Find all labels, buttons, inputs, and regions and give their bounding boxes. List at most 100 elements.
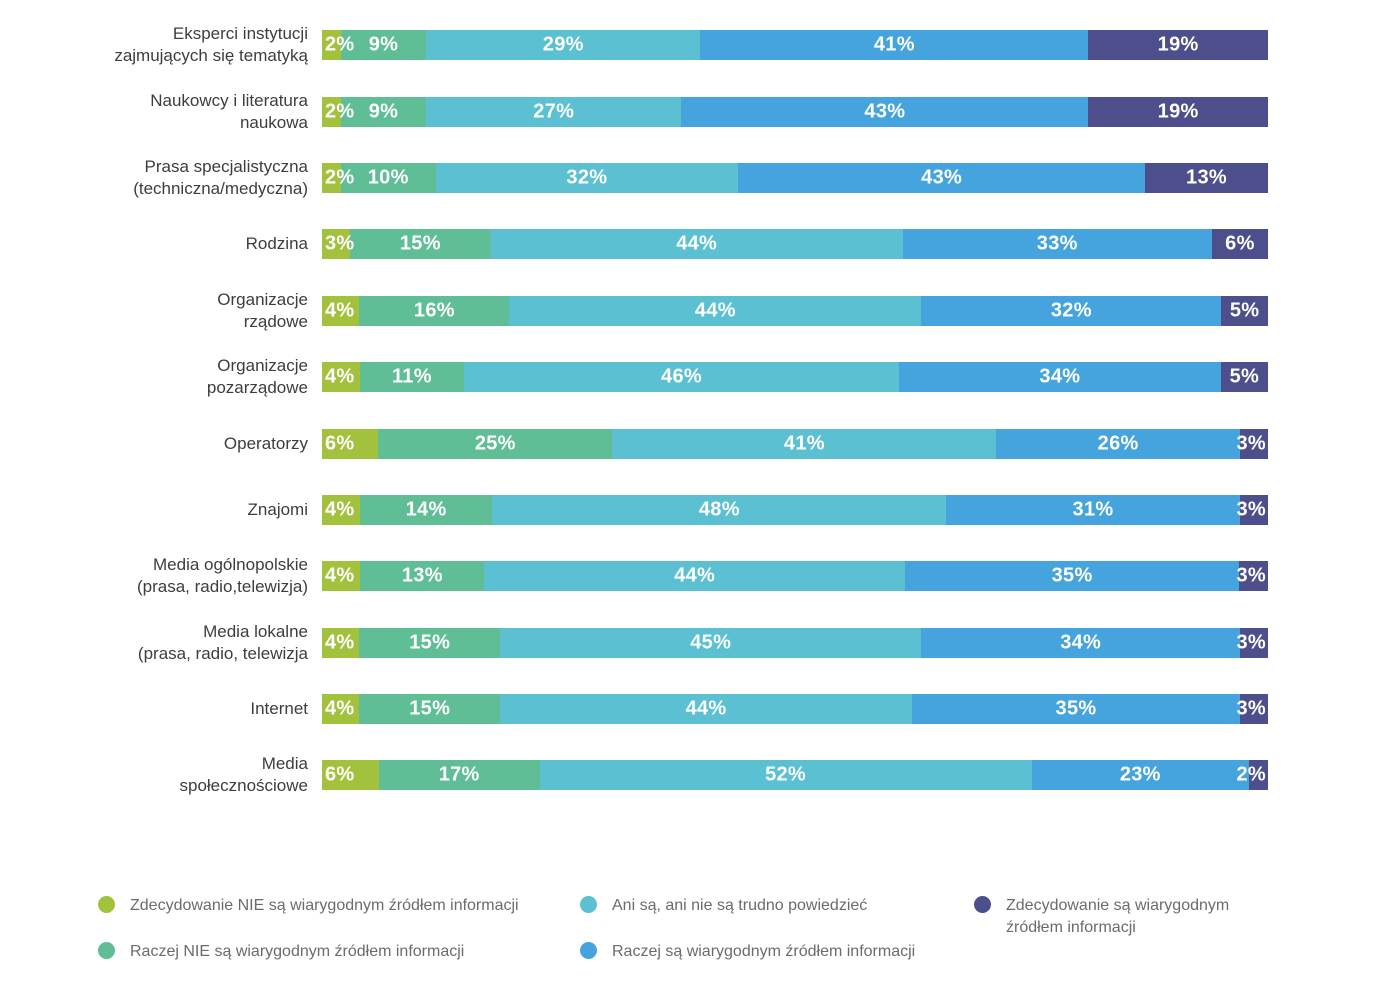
bar-segment: 4%	[322, 561, 361, 592]
legend-label: Raczej są wiarygodnym źródłem informacji	[612, 942, 916, 960]
bar-segment-value: 31%	[1072, 498, 1114, 521]
chart-row: Media lokalne (prasa, radio, telewizja 4% 1…	[0, 610, 1400, 676]
chart-legend: Zdecydowanie NIE są wiarygodnym źródłem …	[98, 895, 1400, 987]
bar-segment-value: 13%	[1186, 166, 1227, 189]
bar-segment-value: 4%	[325, 365, 355, 388]
chart-row: Znajomi 4% 14% 48% 31% 3%	[0, 477, 1400, 543]
bar-segment-value: 41%	[873, 33, 915, 56]
legend-item: Zdecydowanie są wiarygodnym źródłem infor…	[974, 895, 1229, 939]
stacked-bar: 4% 15% 44% 35% 3%	[322, 694, 1269, 725]
bar-segment-value: 3%	[1236, 432, 1266, 455]
bar-segment-value: 44%	[694, 299, 736, 322]
legend-item: Raczej NIE są wiarygodnym źródłem inform…	[98, 941, 580, 963]
bar-segment: 2%	[1236, 760, 1268, 791]
category-label: Operatorzy	[223, 433, 308, 453]
bar-segment-value: 23%	[1119, 763, 1161, 786]
category-label: Eksperci instytucji zajmujących się temat…	[114, 24, 308, 66]
bar-segment-value: 3%	[1236, 498, 1266, 521]
category-label: Media lokalne (prasa, radio, telewizja	[137, 621, 308, 663]
category-label: Prasa specjalistyczna (techniczna/medyczn…	[133, 156, 308, 198]
bar-segment-value: 4%	[325, 631, 355, 654]
chart-row: Internet 4% 15% 44% 35% 3%	[0, 676, 1400, 742]
bar-segment-value: 17%	[438, 763, 480, 786]
bar-segment: 43%	[738, 162, 1146, 193]
bar-segment: 4%	[322, 694, 360, 725]
bar-segment: 44%	[509, 295, 922, 326]
bar-segment: 52%	[539, 760, 1032, 791]
legend-item: Raczej są wiarygodnym źródłem informacji	[580, 941, 974, 963]
bar-segment: 15%	[350, 229, 491, 260]
bar-segment: 10%	[340, 162, 436, 193]
bar-segment: 17%	[378, 760, 540, 791]
stacked-bar: 4% 16% 44% 32% 5%	[322, 295, 1268, 326]
bar-segment-value: 6%	[325, 763, 355, 786]
bar-segment: 25%	[378, 428, 613, 459]
legend-label: Raczej NIE są wiarygodnym źródłem inform…	[130, 942, 465, 960]
bar-segment: 13%	[1145, 162, 1268, 193]
bar-segment: 31%	[946, 494, 1240, 525]
stacked-bar: 6% 17% 52% 23% 2%	[322, 760, 1268, 791]
bar-segment: 4%	[322, 494, 360, 525]
bar-segment-value: 26%	[1097, 432, 1139, 455]
chart-row: Naukowcy i literatura naukowa 2% 9% 27% 43% 19…	[0, 78, 1400, 144]
chart-row: Organizacje rządowe 4% 16% 44% 32% 5%	[0, 278, 1400, 344]
bar-segment: 44%	[484, 561, 905, 592]
bar-segment: 3%	[1236, 428, 1268, 459]
bar-segment: 34%	[921, 627, 1240, 658]
stacked-bar: 2% 9% 27% 43% 19%	[322, 96, 1268, 127]
chart-row: Eksperci instytucji zajmujących się temat…	[0, 12, 1400, 78]
legend-label: Zdecydowanie są wiarygodnym źródłem infor…	[1006, 896, 1230, 936]
bar-segment-value: 41%	[783, 432, 825, 455]
bar-segment-value: 6%	[1225, 232, 1255, 255]
category-label: Internet	[250, 699, 308, 719]
stacked-bar: 4% 11% 46% 34% 5%	[322, 362, 1268, 393]
bar-segment: 3%	[1236, 494, 1268, 525]
chart-row: Media ogólnopolskie (prasa, radio,telewiz…	[0, 543, 1400, 609]
bar-segment-value: 48%	[698, 498, 740, 521]
chart-row: Media społecznościowe 6% 17% 52% 23% 2%	[0, 742, 1400, 808]
bar-segment: 45%	[499, 627, 922, 658]
bar-segment-value: 11%	[391, 365, 432, 388]
bar-segment: 35%	[904, 561, 1240, 592]
stacked-bar: 3% 15% 44% 33% 6%	[322, 229, 1269, 260]
bar-segment-value: 4%	[325, 498, 355, 521]
bar-segment-value: 5%	[1229, 365, 1260, 388]
bar-segment: 5%	[1220, 362, 1268, 393]
bar-segment-value: 2%	[325, 100, 355, 123]
bar-segment-value: 46%	[661, 365, 702, 388]
bar-segment: 4%	[322, 295, 360, 326]
bar-segment: 9%	[340, 96, 427, 127]
bar-segment-value: 15%	[409, 697, 451, 720]
bar-segment-value: 29%	[542, 33, 584, 56]
chart-row: Prasa specjalistyczna (techniczna/medyczn…	[0, 145, 1400, 211]
bar-segment-value: 32%	[1050, 299, 1092, 322]
bar-segment-value: 43%	[864, 100, 906, 123]
bar-segment: 6%	[1211, 229, 1269, 260]
chart-row: Organizacje pozarządowe 4% 11% 46% 34% 5%	[0, 344, 1400, 410]
bar-segment-value: 2%	[1236, 763, 1266, 786]
category-label: Naukowcy i literatura naukowa	[150, 90, 308, 132]
bar-segment: 15%	[359, 694, 500, 725]
bar-segment-value: 15%	[399, 232, 441, 255]
bar-segment: 11%	[359, 362, 464, 393]
bar-segment: 13%	[360, 561, 485, 592]
bar-segment: 6%	[322, 760, 379, 791]
bar-segment-value: 44%	[674, 564, 716, 587]
bar-segment: 4%	[322, 627, 360, 658]
bar-segment: 32%	[921, 295, 1222, 326]
bar-segment-value: 2%	[325, 166, 355, 189]
bar-segment: 3%	[1237, 694, 1269, 725]
bar-segment: 41%	[700, 30, 1089, 61]
legend-item: Zdecydowanie NIE są wiarygodnym źródłem …	[98, 895, 580, 917]
bar-segment: 43%	[681, 96, 1089, 127]
category-label: Media społecznościowe	[179, 754, 308, 796]
legend-label: Zdecydowanie NIE są wiarygodnym źródłem …	[130, 896, 519, 914]
category-label: Organizacje pozarządowe	[206, 356, 308, 398]
bar-segment-value: 34%	[1060, 631, 1102, 654]
bar-segment-value: 5%	[1229, 299, 1260, 322]
category-label: Znajomi	[247, 499, 308, 519]
bar-segment-value: 16%	[413, 299, 455, 322]
bar-segment: 5%	[1221, 295, 1268, 326]
bar-segment-value: 19%	[1157, 33, 1199, 56]
bar-segment: 2%	[322, 30, 354, 61]
